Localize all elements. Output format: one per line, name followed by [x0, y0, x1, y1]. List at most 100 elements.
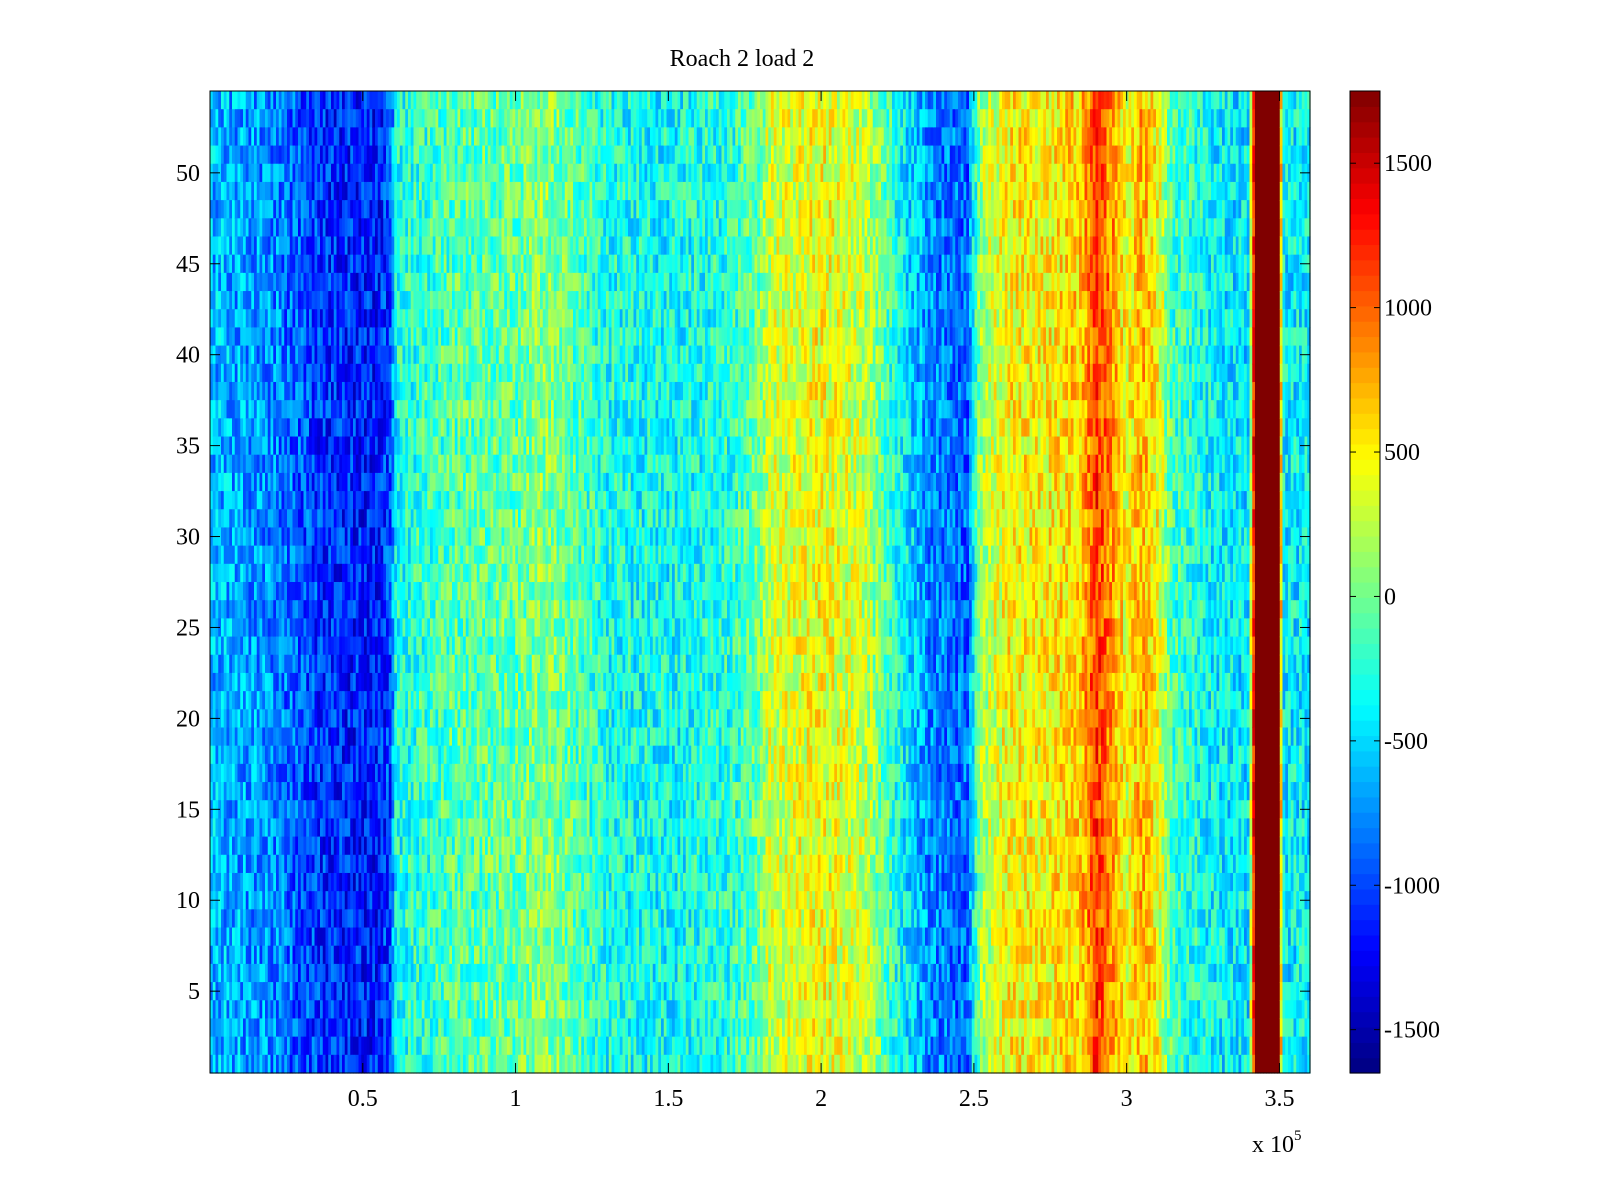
- heatmap-cell: [229, 109, 233, 128]
- heatmap-cell: [256, 181, 261, 201]
- heatmap-cell: [262, 527, 266, 547]
- heatmap-cell: [215, 654, 219, 674]
- heatmap-cell: [276, 200, 280, 219]
- heatmap-cell: [226, 145, 230, 165]
- heatmap-cell: [278, 618, 283, 638]
- heatmap-cell: [240, 618, 244, 638]
- heatmap-cell: [254, 782, 258, 801]
- heatmap-cell: [265, 218, 269, 238]
- heatmap-cell: [237, 891, 241, 910]
- heatmap-cell: [265, 272, 269, 292]
- heatmap-cell: [278, 836, 283, 856]
- heatmap-cell: [265, 691, 269, 710]
- heatmap-cell: [210, 509, 214, 529]
- heatmap-cell: [248, 872, 252, 892]
- heatmap-cell: [281, 1000, 285, 1020]
- heatmap-cell: [243, 836, 247, 856]
- heatmap-cell: [243, 691, 247, 710]
- heatmap-cell: [265, 291, 269, 310]
- heatmap-cell: [223, 291, 228, 310]
- heatmap-cell: [223, 963, 228, 983]
- heatmap-cell: [212, 181, 217, 201]
- heatmap-cell: [287, 563, 291, 583]
- heatmap-cell: [248, 254, 252, 274]
- heatmap-cell: [215, 636, 219, 656]
- heatmap-cell: [243, 782, 247, 801]
- heatmap-cell: [232, 818, 236, 838]
- heatmap-cell: [221, 636, 225, 656]
- heatmap-cell: [259, 127, 263, 147]
- heatmap-cell: [276, 945, 280, 965]
- heatmap-cell: [270, 582, 274, 601]
- heatmap-cell: [215, 782, 219, 801]
- heatmap-cell: [223, 945, 228, 965]
- heatmap-cell: [218, 600, 222, 619]
- heatmap-cell: [234, 727, 239, 747]
- heatmap-cell: [262, 327, 266, 347]
- heatmap-cell: [223, 472, 228, 492]
- heatmap-cell: [229, 327, 233, 347]
- heatmap-cell: [270, 1036, 274, 1056]
- heatmap-cell: [256, 436, 261, 456]
- heatmap-cell: [273, 272, 277, 292]
- heatmap-cell: [256, 218, 261, 238]
- heatmap-cell: [248, 963, 252, 983]
- heatmap-cell: [243, 891, 247, 910]
- heatmap-cell: [223, 145, 228, 165]
- heatmap-cell: [223, 982, 228, 1001]
- heatmap-cell: [265, 181, 269, 201]
- heatmap-cell: [278, 872, 283, 892]
- heatmap-cell: [221, 218, 225, 238]
- heatmap-cell: [251, 563, 255, 583]
- heatmap-cell: [262, 163, 266, 183]
- heatmap-cell: [254, 527, 258, 547]
- heatmap-cell: [223, 1000, 228, 1020]
- heatmap-cell: [210, 145, 214, 165]
- heatmap-cell: [284, 163, 288, 183]
- heatmap-cell: [218, 582, 222, 601]
- heatmap-cell: [278, 945, 283, 965]
- heatmap-cell: [251, 309, 255, 329]
- heatmap-cell: [281, 727, 285, 747]
- heatmap-cell: [221, 763, 225, 783]
- heatmap-cell: [221, 327, 225, 347]
- heatmap-cell: [218, 1036, 222, 1056]
- heatmap-cell: [237, 309, 241, 329]
- heatmap-cell: [254, 345, 258, 365]
- heatmap-cell: [265, 254, 269, 274]
- heatmap-cell: [254, 709, 258, 729]
- heatmap-cell: [229, 927, 233, 947]
- heatmap-cell: [284, 745, 288, 765]
- heatmap-cell: [270, 782, 274, 801]
- heatmap-cell: [289, 818, 294, 838]
- heatmap-cell: [248, 1036, 252, 1056]
- heatmap-cell: [292, 545, 296, 565]
- heatmap-cell: [262, 872, 266, 892]
- heatmap-cell: [243, 818, 247, 838]
- heatmap-cell: [289, 254, 294, 274]
- heatmap-cell: [221, 945, 225, 965]
- heatmap-cell: [289, 636, 294, 656]
- heatmap-cell: [254, 854, 258, 874]
- heatmap-cell: [284, 709, 288, 729]
- heatmap-cell: [259, 836, 263, 856]
- heatmap-cell: [262, 381, 266, 401]
- heatmap-cell: [218, 1018, 222, 1038]
- heatmap-cell: [265, 381, 269, 401]
- heatmap-cell: [234, 545, 239, 565]
- heatmap-cell: [259, 654, 263, 674]
- heatmap-cell: [273, 309, 277, 329]
- heatmap-cell: [265, 145, 269, 165]
- heatmap-cell: [226, 672, 230, 692]
- heatmap-cell: [287, 909, 291, 929]
- heatmap-cell: [223, 236, 228, 256]
- heatmap-cell: [254, 872, 258, 892]
- heatmap-cell: [287, 745, 291, 765]
- heatmap-cell: [229, 509, 233, 529]
- heatmap-cell: [265, 636, 269, 656]
- heatmap-cell: [262, 400, 266, 419]
- heatmap-cell: [245, 1054, 250, 1074]
- heatmap-cell: [284, 636, 288, 656]
- heatmap-cell: [273, 145, 277, 165]
- heatmap-cell: [292, 163, 296, 183]
